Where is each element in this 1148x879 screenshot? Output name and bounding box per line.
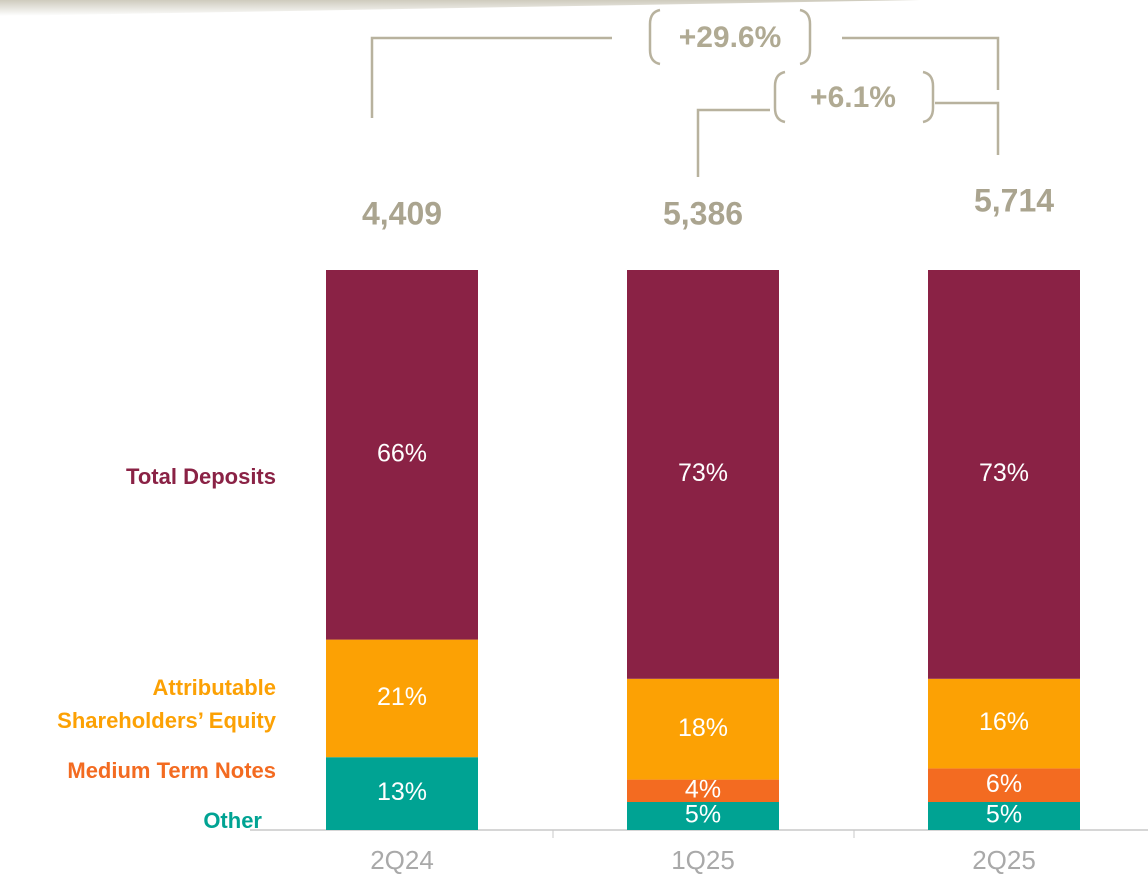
data-label: 73% — [979, 459, 1029, 487]
total-label: 5,714 — [974, 182, 1054, 218]
legend-label: Medium Term Notes — [67, 758, 276, 783]
data-label: 18% — [678, 714, 728, 742]
growth-annotation: +29.6% — [679, 21, 782, 54]
bar-segment — [928, 270, 1080, 679]
bar-segment — [326, 270, 478, 640]
data-label: 4% — [685, 775, 721, 803]
bar-segment — [627, 678, 779, 780]
data-label: 13% — [377, 778, 427, 806]
data-label: 21% — [377, 683, 427, 711]
legend-label: Total Deposits — [126, 464, 276, 489]
bar-segment — [627, 802, 779, 830]
data-label: 73% — [678, 459, 728, 487]
bar-segment — [928, 802, 1080, 830]
top-strip — [0, 0, 920, 16]
data-label: 16% — [979, 708, 1029, 736]
data-label: 5% — [685, 801, 721, 829]
bar-segment — [326, 639, 478, 758]
legend-label: Other — [203, 808, 262, 833]
bar-segment — [627, 270, 779, 679]
bar-segment — [326, 757, 478, 830]
total-label: 5,386 — [663, 195, 743, 231]
bar-segment — [928, 768, 1080, 802]
total-label: 4,409 — [362, 195, 442, 231]
x-tick-label: 1Q25 — [671, 845, 735, 875]
x-tick-label: 2Q24 — [370, 845, 434, 875]
bar-segment — [928, 678, 1080, 769]
data-label: 5% — [986, 801, 1022, 829]
legend-label: Attributable Shareholders’ Equity — [57, 675, 276, 733]
bar-segment — [627, 779, 779, 802]
x-tick-label: 2Q25 — [972, 845, 1036, 875]
brackets — [370, 8, 1000, 177]
data-label: 66% — [377, 439, 427, 467]
growth-annotation: +6.1% — [810, 81, 896, 114]
data-label: 6% — [986, 770, 1022, 798]
